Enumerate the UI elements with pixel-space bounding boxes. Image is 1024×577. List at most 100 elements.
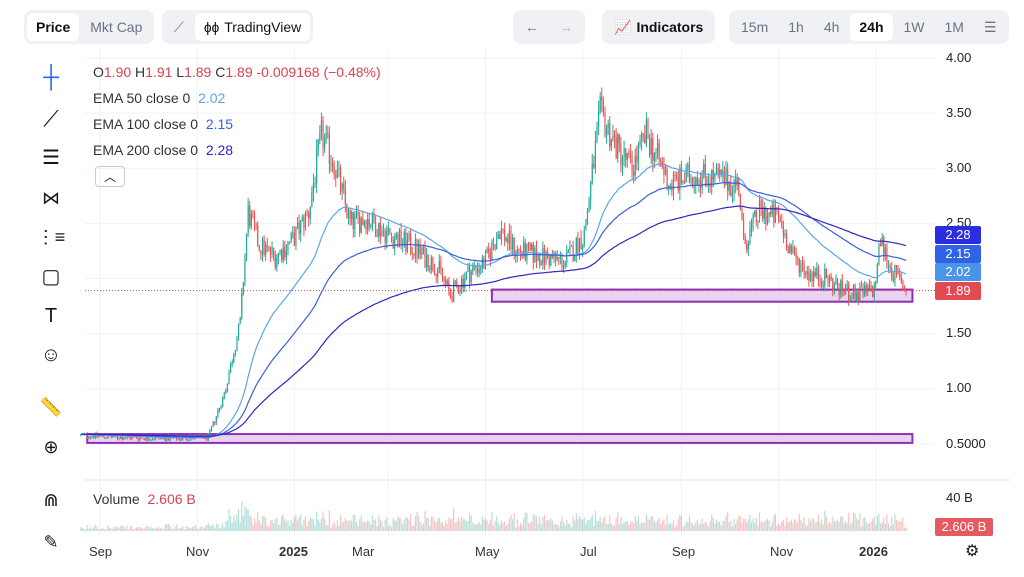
chart-settings-button[interactable]: ⚙ (965, 541, 979, 561)
measure-tool[interactable]: 📏 (36, 392, 66, 422)
candle-body (860, 286, 863, 288)
y-tick: 1.50 (946, 325, 972, 340)
volume-bar (787, 522, 789, 531)
text-tool[interactable]: T (36, 301, 66, 331)
interval-15m[interactable]: 15m (741, 19, 769, 35)
redo-button[interactable]: → (550, 13, 582, 41)
volume-bar (112, 528, 114, 531)
x-tick: 2026 (859, 544, 888, 559)
candle-body (435, 273, 437, 277)
volume-bar (884, 523, 886, 531)
fib-tool[interactable]: ☰ (36, 142, 66, 172)
volume-bar (445, 520, 447, 531)
interval-1h[interactable]: 1h (788, 19, 804, 35)
interval-24h[interactable]: 24h (850, 13, 893, 41)
candle-body (803, 265, 805, 275)
volume-bar (641, 522, 643, 531)
candle-body (515, 255, 517, 257)
mktcap-tab[interactable]: Mkt Cap (90, 19, 143, 35)
volume-bar (876, 515, 878, 531)
volume-bar (96, 526, 98, 531)
volume-bar (124, 528, 127, 531)
projection-tool[interactable]: ⋮≡ (36, 222, 66, 252)
candle-body (179, 438, 181, 440)
candle-body (312, 183, 315, 194)
volume-bar (269, 520, 272, 531)
lock-drawings-tool[interactable]: ✎ (36, 527, 66, 557)
candle-body (266, 244, 268, 247)
candle-body (809, 272, 812, 281)
volume-bar (355, 521, 358, 531)
ema50-legend[interactable]: EMA 50 close 0 2.02 (93, 90, 225, 106)
emoji-tool[interactable]: ☺ (36, 340, 66, 370)
trendline-icon: ⟋ (43, 106, 59, 131)
collapse-legend-button[interactable]: ︿ (95, 166, 125, 187)
volume-bar (892, 524, 894, 531)
magnet-tool[interactable]: ⋒ (36, 485, 66, 515)
volume-bar (636, 520, 638, 531)
x-tick: Nov (186, 544, 210, 559)
volume-bar (290, 519, 292, 531)
volume-bar (905, 527, 907, 531)
trendline-tool[interactable]: ⟋ (36, 104, 66, 134)
interval-1w[interactable]: 1W (903, 19, 925, 35)
change-value: -0.009168 (−0.48%) (256, 64, 381, 80)
candle-body (300, 220, 302, 235)
zoom-tool[interactable]: ⊕ (36, 432, 66, 462)
indicators-button[interactable]: 📈 Indicators (605, 13, 712, 41)
volume-bar (116, 526, 119, 531)
volume-bar (618, 523, 620, 531)
settings-button[interactable]: ☰ (975, 13, 1006, 41)
volume-bar (349, 519, 351, 531)
volume-bar (758, 512, 761, 531)
candle-body (147, 436, 149, 440)
volume-bar (833, 521, 835, 531)
line-chart-button[interactable]: ⟋ (165, 13, 193, 41)
candle-body (244, 256, 246, 283)
volume-bar (118, 527, 120, 531)
pattern-tool[interactable]: ⋈ (36, 183, 66, 213)
volume-bar (717, 522, 719, 531)
candle-body (653, 152, 655, 161)
volume-bar (295, 514, 297, 531)
volume-bar (151, 528, 154, 531)
candle-body (856, 292, 858, 301)
volume-bar (327, 524, 329, 531)
tradingview-button[interactable]: ɸɸ TradingView (194, 13, 311, 41)
interval-1m[interactable]: 1M (944, 19, 964, 35)
volume-bar (284, 519, 286, 531)
volume-bar (113, 526, 115, 531)
y-tick: 0.5000 (946, 436, 986, 451)
candle-body (817, 267, 820, 281)
volume-bar (609, 515, 611, 531)
price-tab[interactable]: Price (27, 13, 80, 41)
undo-button[interactable]: ← (516, 13, 548, 41)
ema100-legend[interactable]: EMA 100 close 0 2.15 (93, 116, 233, 132)
interval-4h[interactable]: 4h (823, 19, 840, 35)
candle-body (736, 178, 738, 186)
volume-bar (797, 522, 799, 531)
candle-body (889, 265, 891, 268)
volume-bar (132, 529, 135, 531)
crosshair-tool[interactable]: ┼ (36, 62, 66, 92)
volume-bar (859, 512, 861, 531)
volume-bar (199, 526, 201, 531)
ema200-legend[interactable]: EMA 200 close 0 2.28 (93, 142, 233, 158)
candle-body (644, 134, 646, 144)
candle-body (843, 291, 845, 295)
candle-body (488, 248, 490, 252)
shape-tool[interactable]: ▢ (36, 261, 66, 291)
volume-bar (484, 518, 487, 531)
candle-body (497, 234, 499, 240)
candle-body (875, 281, 877, 285)
volume-bar (605, 524, 608, 531)
candle-body (394, 239, 396, 249)
candle-body (754, 210, 756, 215)
volume-bar (578, 516, 581, 531)
candle-body (639, 139, 641, 145)
volume-bar (257, 511, 259, 531)
l-label: L (176, 64, 185, 80)
candle-body (395, 234, 397, 240)
candle-body (723, 170, 726, 186)
